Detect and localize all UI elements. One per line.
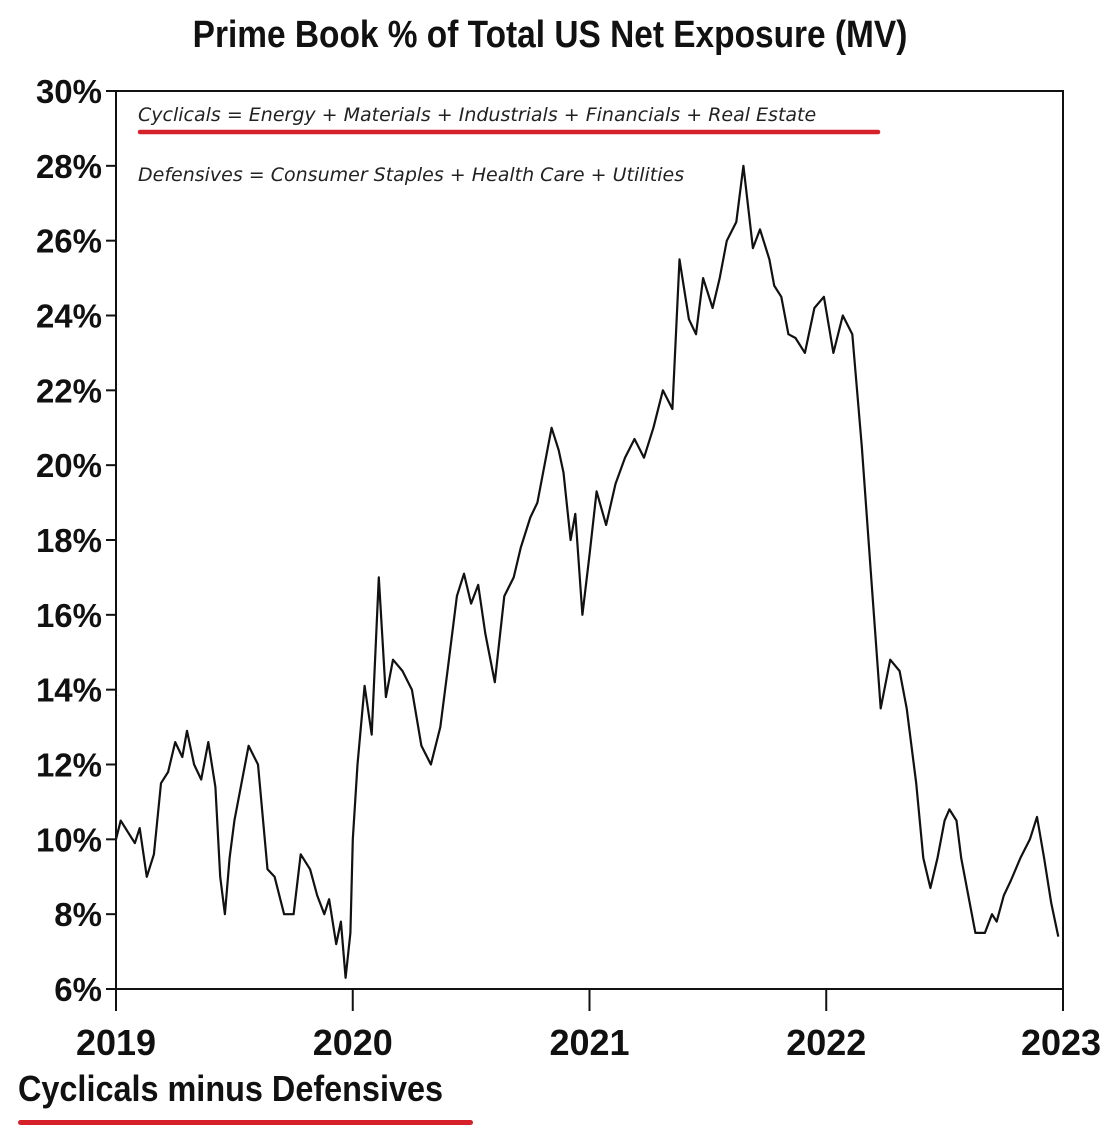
- y-tick-label: 16%: [36, 597, 102, 634]
- y-tick-label: 30%: [36, 73, 102, 110]
- y-tick-label: 14%: [36, 672, 102, 709]
- series-label-underline: [18, 1120, 473, 1125]
- annotation-defensives: Defensives = Consumer Staples + Health C…: [138, 164, 684, 186]
- series-line-layer: [114, 164, 1060, 979]
- y-tick-label: 8%: [54, 896, 102, 933]
- chart-title: Prime Book % of Total US Net Exposure (M…: [192, 14, 908, 56]
- y-tick-label: 12%: [36, 747, 102, 784]
- y-tick-label: 28%: [36, 148, 102, 185]
- y-tick-label: 22%: [36, 372, 102, 409]
- x-tick-label: 2020: [313, 1022, 393, 1063]
- y-tick-label: 18%: [36, 522, 102, 559]
- x-tick-label: 2021: [549, 1022, 629, 1063]
- y-tick-label: 24%: [36, 298, 102, 335]
- x-tick-label: 2023: [1021, 1022, 1101, 1063]
- series-label: Cyclicals minus Defensives: [18, 1068, 444, 1109]
- x-tick-label: 2019: [76, 1022, 156, 1063]
- axis-ticks: 6% 8% 10% 12% 14% 16% 18% 20% 22% 24% 26% 28% 30% 201…: [36, 73, 1101, 1063]
- y-tick-label: 6%: [54, 971, 102, 1008]
- y-tick-label: 20%: [36, 447, 102, 484]
- plot-frame: [115, 90, 1064, 990]
- annotation-cyclicals: Cyclicals = Energy + Materials + Industr…: [138, 104, 816, 126]
- y-tick-label: 10%: [36, 821, 102, 858]
- x-tick-label: 2022: [786, 1022, 866, 1063]
- series-line: [114, 164, 1060, 979]
- y-tick-label: 26%: [36, 223, 102, 260]
